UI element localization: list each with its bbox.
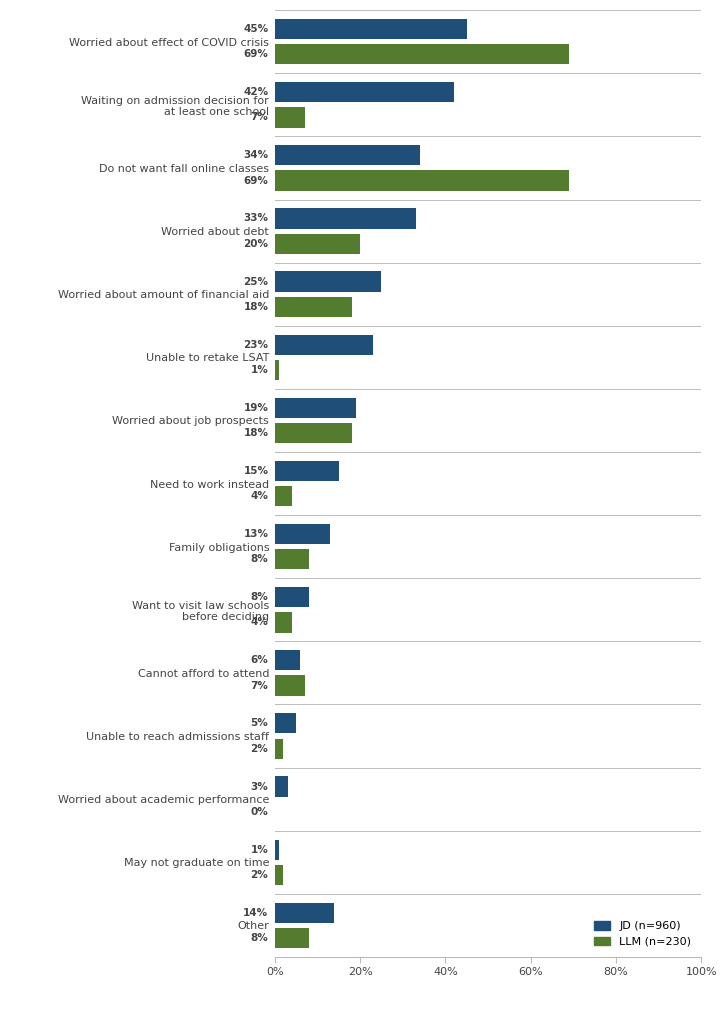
Text: 4%: 4% xyxy=(250,617,268,627)
Bar xyxy=(275,422,351,443)
Bar xyxy=(275,612,292,632)
Bar xyxy=(275,107,304,127)
Bar xyxy=(275,675,304,695)
Bar xyxy=(275,587,309,608)
Text: 2%: 2% xyxy=(251,869,268,880)
Bar xyxy=(275,714,296,734)
Bar xyxy=(275,927,309,948)
Text: 8%: 8% xyxy=(251,932,268,943)
Text: 4%: 4% xyxy=(250,491,268,501)
Bar xyxy=(275,840,279,860)
Text: 1%: 1% xyxy=(251,364,268,375)
Text: 33%: 33% xyxy=(244,214,268,224)
Text: 8%: 8% xyxy=(251,592,268,603)
Text: 23%: 23% xyxy=(244,340,268,350)
Text: 69%: 69% xyxy=(244,175,268,185)
Text: 5%: 5% xyxy=(251,719,268,729)
Bar xyxy=(275,209,416,229)
Text: 25%: 25% xyxy=(244,277,268,287)
Bar xyxy=(275,233,360,253)
Bar xyxy=(275,19,467,40)
Bar xyxy=(275,864,283,885)
Text: 19%: 19% xyxy=(244,403,268,413)
Text: 34%: 34% xyxy=(243,151,268,161)
Text: 42%: 42% xyxy=(243,88,268,98)
Bar xyxy=(275,296,351,317)
Bar xyxy=(275,335,373,355)
Bar xyxy=(275,651,300,671)
Text: 2%: 2% xyxy=(251,743,268,753)
Bar xyxy=(275,272,382,292)
Bar xyxy=(275,777,288,797)
Legend: JD (n=960), LLM (n=230): JD (n=960), LLM (n=230) xyxy=(589,916,696,952)
Text: 20%: 20% xyxy=(244,238,268,248)
Bar xyxy=(275,903,335,923)
Text: 18%: 18% xyxy=(244,301,268,312)
Bar xyxy=(275,82,454,103)
Text: 7%: 7% xyxy=(250,680,268,690)
Text: 7%: 7% xyxy=(250,112,268,122)
Bar xyxy=(275,398,356,418)
Bar xyxy=(275,738,283,758)
Text: 1%: 1% xyxy=(251,845,268,855)
Text: 69%: 69% xyxy=(244,49,268,59)
Text: 3%: 3% xyxy=(251,782,268,792)
Text: 8%: 8% xyxy=(251,554,268,564)
Bar xyxy=(275,549,309,569)
Bar xyxy=(275,486,292,506)
Bar xyxy=(275,44,569,64)
Text: 6%: 6% xyxy=(251,656,268,666)
Bar xyxy=(275,170,569,190)
Text: 45%: 45% xyxy=(243,24,268,35)
Bar xyxy=(275,524,330,545)
Text: 13%: 13% xyxy=(244,529,268,540)
Bar xyxy=(275,461,338,482)
Text: 14%: 14% xyxy=(243,908,268,918)
Text: 0%: 0% xyxy=(251,806,268,816)
Bar xyxy=(275,146,420,166)
Text: 18%: 18% xyxy=(244,428,268,438)
Bar xyxy=(275,359,279,380)
Text: 15%: 15% xyxy=(244,466,268,476)
